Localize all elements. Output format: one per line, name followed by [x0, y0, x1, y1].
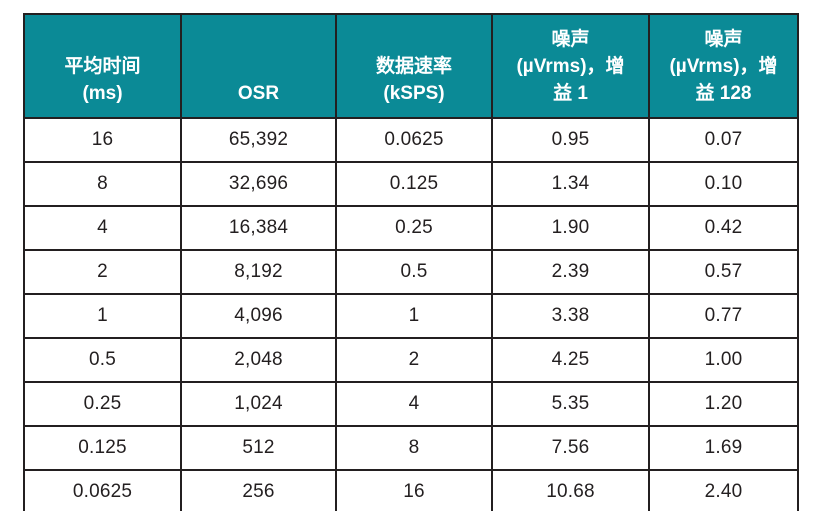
table-row: 1 4,096 1 3.38 0.77: [23, 293, 799, 339]
table-cell: 0.77: [648, 293, 799, 339]
table-cell: 0.42: [648, 205, 799, 251]
table-cell: 2,048: [180, 337, 337, 383]
column-header-noise-gain-128: 噪声 (µVrms)，增 益 128: [648, 13, 799, 119]
table-cell: 3.38: [491, 293, 650, 339]
table-row: 0.0625 256 16 10.68 2.40: [23, 469, 799, 511]
column-header-noise-gain-1: 噪声 (µVrms)，增 益 1: [491, 13, 650, 119]
table-cell: 0.25: [23, 381, 182, 427]
table-cell: 4: [23, 205, 182, 251]
table-cell: 5.35: [491, 381, 650, 427]
table-cell: 16: [335, 469, 493, 511]
table-cell: 1.90: [491, 205, 650, 251]
table-header: 平均时间 (ms) OSR 数据速率 (kSPS) 噪声 (µVrms)，增 益…: [23, 13, 799, 119]
table-cell: 0.5: [23, 337, 182, 383]
table-cell: 0.125: [23, 425, 182, 471]
table-row: 0.5 2,048 2 4.25 1.00: [23, 337, 799, 383]
table-cell: 0.0625: [335, 117, 493, 163]
table-cell: 1: [335, 293, 493, 339]
table-cell: 0.25: [335, 205, 493, 251]
table-cell: 0.95: [491, 117, 650, 163]
table-row: 0.25 1,024 4 5.35 1.20: [23, 381, 799, 427]
table-cell: 8: [335, 425, 493, 471]
table-body: 16 65,392 0.0625 0.95 0.07 8 32,696 0.12…: [23, 117, 799, 511]
table-cell: 8,192: [180, 249, 337, 295]
table-cell: 0.57: [648, 249, 799, 295]
table-cell: 4.25: [491, 337, 650, 383]
table-cell: 16: [23, 117, 182, 163]
table-cell: 1: [23, 293, 182, 339]
table-row: 2 8,192 0.5 2.39 0.57: [23, 249, 799, 295]
table-cell: 1.34: [491, 161, 650, 207]
table-cell: 1,024: [180, 381, 337, 427]
table-row: 0.125 512 8 7.56 1.69: [23, 425, 799, 471]
column-header-average-time: 平均时间 (ms): [23, 13, 182, 119]
table-row: 4 16,384 0.25 1.90 0.42: [23, 205, 799, 251]
table-cell: 2.39: [491, 249, 650, 295]
table-cell: 2: [23, 249, 182, 295]
table-cell: 0.5: [335, 249, 493, 295]
table-cell: 2: [335, 337, 493, 383]
table-cell: 256: [180, 469, 337, 511]
table-cell: 512: [180, 425, 337, 471]
table-row: 8 32,696 0.125 1.34 0.10: [23, 161, 799, 207]
column-header-data-rate: 数据速率 (kSPS): [335, 13, 493, 119]
header-row: 平均时间 (ms) OSR 数据速率 (kSPS) 噪声 (µVrms)，增 益…: [23, 13, 799, 119]
table-cell: 0.125: [335, 161, 493, 207]
column-header-osr: OSR: [180, 13, 337, 119]
table-cell: 1.20: [648, 381, 799, 427]
table-cell: 0.07: [648, 117, 799, 163]
table-cell: 10.68: [491, 469, 650, 511]
adc-noise-table: 平均时间 (ms) OSR 数据速率 (kSPS) 噪声 (µVrms)，增 益…: [23, 13, 799, 511]
table-cell: 32,696: [180, 161, 337, 207]
table-row: 16 65,392 0.0625 0.95 0.07: [23, 117, 799, 163]
table-cell: 4,096: [180, 293, 337, 339]
table-cell: 1.69: [648, 425, 799, 471]
table-cell: 0.0625: [23, 469, 182, 511]
table-cell: 16,384: [180, 205, 337, 251]
table-cell: 2.40: [648, 469, 799, 511]
table-cell: 65,392: [180, 117, 337, 163]
table-cell: 1.00: [648, 337, 799, 383]
table-cell: 0.10: [648, 161, 799, 207]
table-cell: 7.56: [491, 425, 650, 471]
table-cell: 8: [23, 161, 182, 207]
table-cell: 4: [335, 381, 493, 427]
